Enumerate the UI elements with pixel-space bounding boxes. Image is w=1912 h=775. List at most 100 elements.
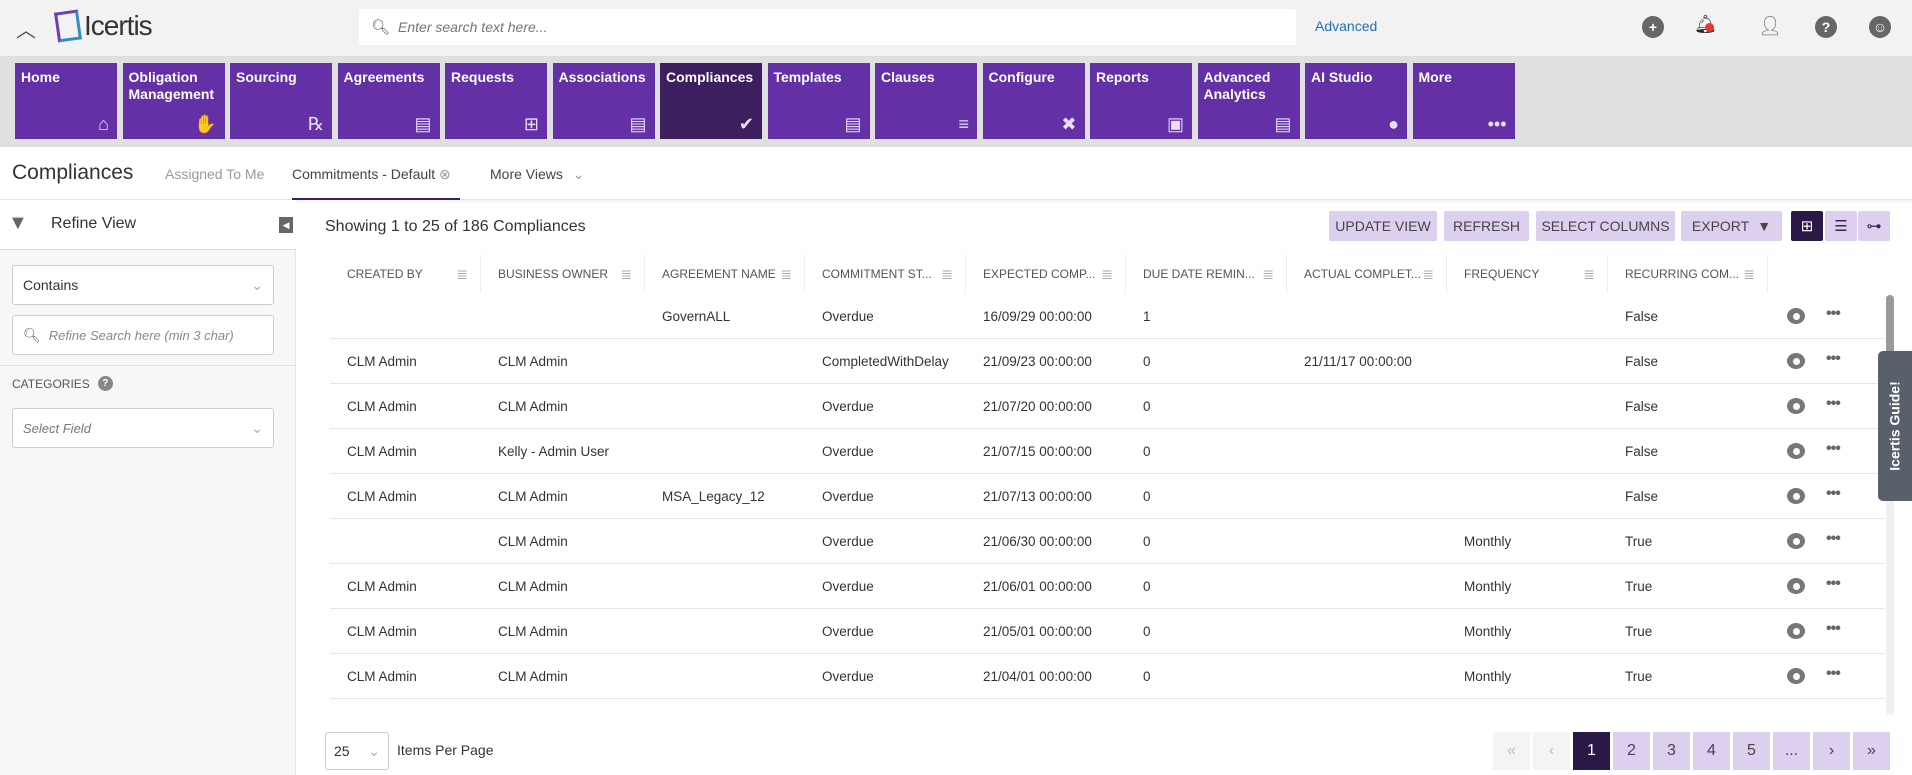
nav-tile-compliances[interactable]: Compliances ✔	[660, 63, 762, 139]
nav-tile-requests[interactable]: Requests ⊞	[445, 63, 547, 139]
search-input[interactable]	[398, 19, 1279, 35]
page-button[interactable]: «	[1493, 732, 1530, 770]
page-button[interactable]: 4	[1693, 732, 1730, 770]
more-actions-icon[interactable]: •••	[1826, 305, 1841, 322]
column-menu-icon[interactable]: ≣	[941, 265, 953, 282]
table-row[interactable]: CLM Admin CLM Admin Overdue 21/05/01 00:00:…	[330, 609, 1885, 654]
plus-circle-icon[interactable]: +	[1642, 16, 1664, 38]
column-header[interactable]: AGREEMENT NAME ≣	[645, 255, 805, 293]
icertis-guide-tab[interactable]: Icertis Guide!	[1878, 351, 1912, 501]
nav-tile-ai-studio[interactable]: AI Studio ●	[1305, 63, 1407, 139]
hierarchy-view-button[interactable]: ⊶	[1858, 211, 1890, 241]
view-eye-icon[interactable]	[1787, 308, 1805, 324]
table-row[interactable]: CLM Admin CLM Admin MSA_Legacy_12 Overdue 21…	[330, 474, 1885, 519]
column-header[interactable]: FREQUENCY ≣	[1447, 255, 1608, 293]
page-button[interactable]: 2	[1613, 732, 1650, 770]
nav-tile-home[interactable]: Home ⌂	[15, 63, 117, 139]
table-row[interactable]: GovernALL Overdue 16/09/29 00:00:00 1 False •…	[330, 294, 1885, 339]
list-view-button[interactable]: ☰	[1825, 211, 1857, 241]
nav-tile-agreements[interactable]: Agreements ▤	[337, 63, 440, 139]
column-header[interactable]: EXPECTED COMP... ≣	[966, 255, 1126, 293]
column-header[interactable]: COMMITMENT ST... ≣	[805, 255, 966, 293]
refine-search-field[interactable]: 🔍︎ Refine Search here (min 3 char)	[12, 315, 274, 355]
table-row[interactable]	[330, 699, 1885, 722]
column-menu-icon[interactable]: ≣	[620, 265, 632, 282]
view-eye-icon[interactable]	[1787, 668, 1805, 684]
page-button[interactable]: 1	[1573, 732, 1610, 770]
nav-tile-clauses[interactable]: Clauses ≡	[875, 63, 977, 139]
page-button[interactable]: 3	[1653, 732, 1690, 770]
scrollbar-thumb[interactable]	[1886, 295, 1894, 355]
grid-view-button[interactable]: ⊞	[1791, 211, 1823, 241]
select-columns-button[interactable]: SELECT COLUMNS	[1536, 211, 1675, 241]
nav-tile-reports[interactable]: Reports ▣	[1090, 63, 1192, 139]
table-scrollbar[interactable]	[1886, 295, 1894, 715]
more-actions-icon[interactable]: •••	[1826, 395, 1841, 412]
column-header[interactable]: CREATED BY ≣	[330, 255, 481, 293]
table-row[interactable]: CLM Admin CLM Admin Overdue 21/06/01 00:00:…	[330, 564, 1885, 609]
global-search[interactable]: 🔍︎	[359, 9, 1296, 45]
column-header[interactable]: BUSINESS OWNER ≣	[481, 255, 645, 293]
view-eye-icon[interactable]	[1787, 398, 1805, 414]
column-menu-icon[interactable]: ≣	[1743, 265, 1755, 282]
tab-assigned-to-me[interactable]: Assigned To Me	[165, 166, 265, 182]
more-actions-icon[interactable]: •••	[1826, 575, 1841, 592]
help-icon[interactable]: ?	[1815, 16, 1837, 38]
nav-tile-obligation-management[interactable]: Obligation Management ✋	[122, 63, 225, 139]
page-button[interactable]: 5	[1733, 732, 1770, 770]
tab-commitments-default[interactable]: Commitments - Default ⊗	[292, 166, 460, 200]
column-header[interactable]: ACTUAL COMPLET... ≣	[1287, 255, 1447, 293]
column-menu-icon[interactable]: ≣	[456, 265, 468, 282]
view-eye-icon[interactable]	[1787, 443, 1805, 459]
collapse-sidebar-icon[interactable]: ◀	[279, 217, 293, 233]
close-circle-icon[interactable]: ⊗	[439, 166, 451, 182]
column-menu-icon[interactable]: ≣	[1422, 265, 1434, 282]
more-actions-icon[interactable]: •••	[1826, 665, 1841, 682]
more-actions-icon[interactable]: •••	[1826, 350, 1841, 367]
logo[interactable]: Icertis	[54, 9, 153, 43]
view-eye-icon[interactable]	[1787, 533, 1805, 549]
table-row[interactable]: CLM Admin CLM Admin Overdue 21/04/01 00:00:…	[330, 654, 1885, 699]
column-header[interactable]: RECURRING COM... ≣	[1608, 255, 1768, 293]
view-eye-icon[interactable]	[1787, 488, 1805, 504]
nav-tile-templates[interactable]: Templates ▤	[767, 63, 870, 139]
view-eye-icon[interactable]	[1787, 578, 1805, 594]
select-field-dropdown[interactable]: Select Field ⌄	[12, 408, 274, 448]
export-button[interactable]: EXPORT ▼	[1681, 211, 1782, 241]
bell-icon[interactable]: 🔔︎	[1694, 14, 1717, 35]
page-button[interactable]: ›	[1813, 732, 1850, 770]
page-button[interactable]: »	[1853, 732, 1890, 770]
column-menu-icon[interactable]: ≣	[780, 265, 792, 282]
table-row[interactable]: CLM Admin Overdue 21/06/30 00:00:00 0 Monthl…	[330, 519, 1885, 564]
collapse-chevron-icon[interactable]: ︿	[16, 20, 36, 42]
column-header[interactable]: DUE DATE REMIN... ≣	[1126, 255, 1287, 293]
column-menu-icon[interactable]: ≣	[1262, 265, 1274, 282]
page-button[interactable]: ...	[1773, 732, 1810, 770]
more-actions-icon[interactable]: •••	[1826, 440, 1841, 457]
operator-select[interactable]: Contains ⌄	[12, 265, 274, 305]
nav-tile-configure[interactable]: Configure ✖	[982, 63, 1085, 139]
page-size-select[interactable]: 25 ⌄	[325, 732, 389, 770]
refresh-button[interactable]: REFRESH	[1444, 211, 1529, 241]
user-icon[interactable]: ☺	[1869, 16, 1891, 38]
column-menu-icon[interactable]: ≣	[1583, 265, 1595, 282]
more-views-dropdown[interactable]: More Views ⌄	[490, 166, 585, 183]
page-button[interactable]: ‹	[1533, 732, 1570, 770]
more-actions-icon[interactable]: •••	[1826, 485, 1841, 502]
nav-tile-associations[interactable]: Associations ▤	[552, 63, 655, 139]
more-actions-icon[interactable]: •••	[1826, 530, 1841, 547]
nav-tile-more[interactable]: More •••	[1412, 63, 1515, 139]
table-row[interactable]: CLM Admin CLM Admin Overdue 21/07/20 00:00:…	[330, 384, 1885, 429]
more-actions-icon[interactable]: •••	[1826, 620, 1841, 637]
nav-tile-sourcing[interactable]: Sourcing ℞	[230, 63, 332, 139]
update-view-button[interactable]: UPDATE VIEW	[1329, 211, 1437, 241]
view-eye-icon[interactable]	[1787, 353, 1805, 369]
user-clock-icon[interactable]: 👤︎	[1758, 16, 1783, 37]
view-eye-icon[interactable]	[1787, 623, 1805, 639]
column-menu-icon[interactable]: ≣	[1101, 265, 1113, 282]
table-row[interactable]: CLM Admin Kelly - Admin User Overdue 21/07/…	[330, 429, 1885, 474]
help-icon[interactable]: ?	[97, 376, 113, 391]
advanced-search-link[interactable]: Advanced	[1315, 18, 1378, 34]
table-row[interactable]: CLM Admin CLM Admin CompletedWithDelay 21/0…	[330, 339, 1885, 384]
nav-tile-advanced-analytics[interactable]: Advanced Analytics ▤	[1197, 63, 1300, 139]
